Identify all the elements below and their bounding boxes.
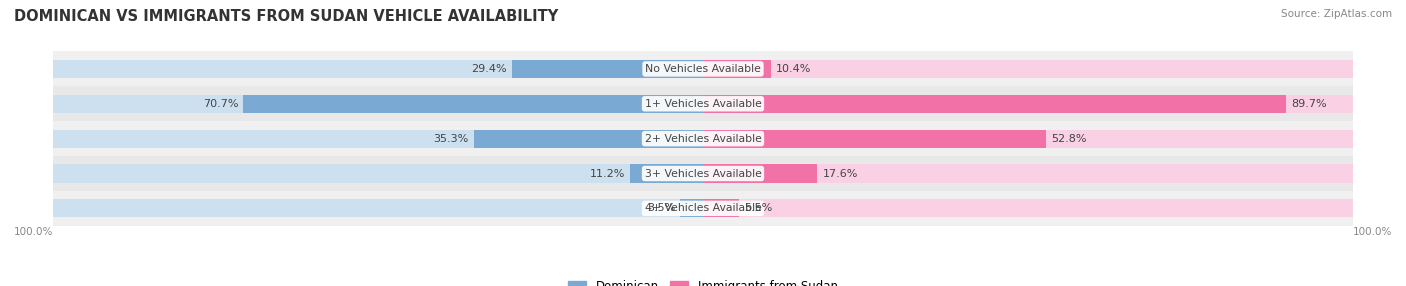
Text: 89.7%: 89.7% [1291,99,1327,109]
Bar [703,60,1353,78]
Text: 3+ Vehicles Available: 3+ Vehicles Available [644,168,762,178]
Text: 29.4%: 29.4% [471,64,506,74]
Bar [53,130,703,148]
Text: DOMINICAN VS IMMIGRANTS FROM SUDAN VEHICLE AVAILABILITY: DOMINICAN VS IMMIGRANTS FROM SUDAN VEHIC… [14,9,558,23]
Text: 2+ Vehicles Available: 2+ Vehicles Available [644,134,762,144]
Bar [474,130,703,148]
Bar [681,199,703,217]
Bar [53,164,703,182]
Bar [53,95,703,113]
Bar [243,95,703,113]
Bar [703,199,1353,217]
Text: 100.0%: 100.0% [1353,227,1392,237]
Bar [703,95,1353,113]
Legend: Dominican, Immigrants from Sudan: Dominican, Immigrants from Sudan [564,276,842,286]
Bar [53,60,703,78]
Text: 100.0%: 100.0% [14,227,53,237]
Bar [703,164,817,182]
Text: 4+ Vehicles Available: 4+ Vehicles Available [644,203,762,213]
Text: 1+ Vehicles Available: 1+ Vehicles Available [644,99,762,109]
Bar [703,130,1353,148]
Text: 17.6%: 17.6% [823,168,858,178]
Bar [703,130,1046,148]
Text: No Vehicles Available: No Vehicles Available [645,64,761,74]
Text: 11.2%: 11.2% [589,168,626,178]
Bar [703,60,770,78]
Bar [512,60,703,78]
Bar [53,86,1353,121]
Text: 35.3%: 35.3% [433,134,468,144]
Bar [703,164,1353,182]
Bar [53,199,703,217]
Bar [703,199,738,217]
Text: 3.5%: 3.5% [647,203,675,213]
Bar [703,95,1286,113]
Text: Source: ZipAtlas.com: Source: ZipAtlas.com [1281,9,1392,19]
Bar [630,164,703,182]
Bar [53,156,1353,191]
Text: 5.5%: 5.5% [744,203,772,213]
Bar [53,121,1353,156]
Text: 70.7%: 70.7% [202,99,238,109]
Text: 52.8%: 52.8% [1052,134,1087,144]
Bar [53,191,1353,226]
Text: 10.4%: 10.4% [776,64,811,74]
Bar [53,51,1353,86]
